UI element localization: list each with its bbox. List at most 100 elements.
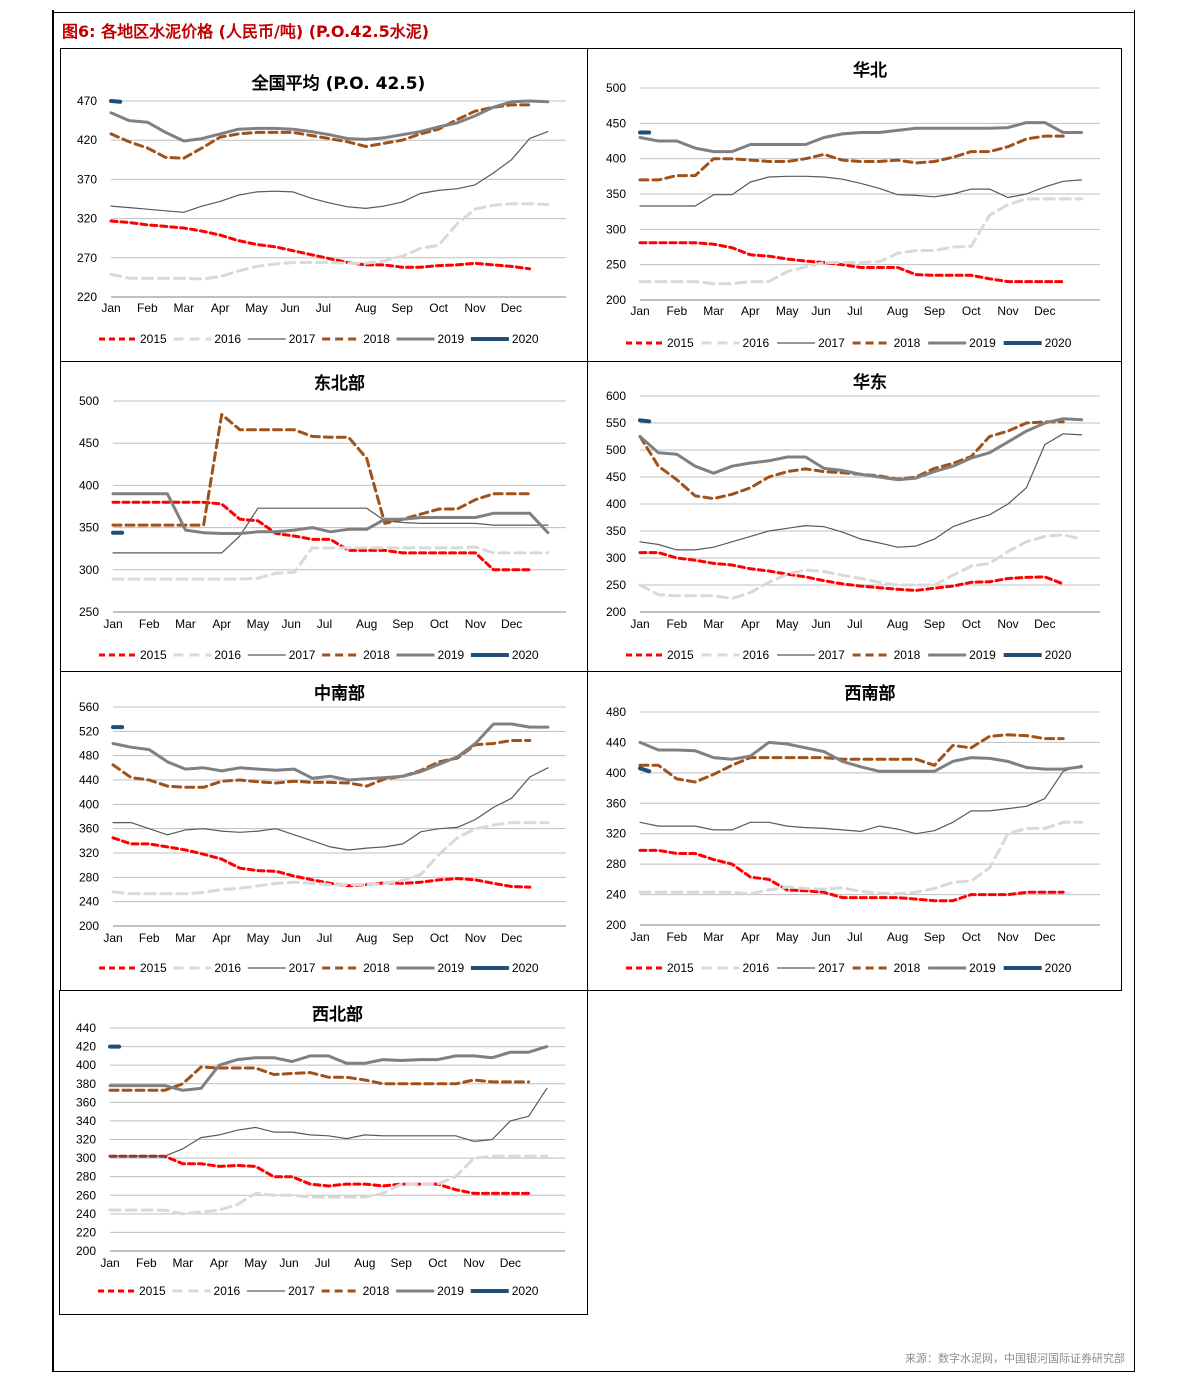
legend-label: 2020 [1045,648,1072,662]
x-tick-label: May [776,304,799,318]
series-line-2015 [638,848,1065,903]
series-line-2019 [111,492,550,535]
x-tick-label: Sep [392,617,414,631]
source-note: 来源：数字水泥网，中国银河国际证券研究部 [905,1352,1125,1365]
x-tick-label: May [247,617,270,631]
x-tick-label: Dec [501,617,522,631]
y-tick-label: 480 [79,749,99,763]
chart-panel-central-south: 中南部 200 240 280 320 360 400 440 480 520 560 Jan Feb M… [60,671,588,991]
y-tick-label: 450 [606,116,626,130]
x-tick-label: May [247,931,270,945]
series-line-2019 [638,740,1084,773]
legend-label: 2015 [667,961,694,975]
series-line-2016 [108,1154,549,1216]
series-line-2017 [639,433,1083,551]
legend-item-2019: 2019 [928,961,996,975]
series-line-2015 [108,1154,531,1195]
legend-item-2020: 2020 [470,961,539,975]
series-line-2017 [112,507,549,554]
legend-label: 2015 [140,961,167,975]
y-tick-label: 440 [76,1021,96,1035]
x-tick-label: Jun [811,304,830,318]
x-tick-label: Aug [356,617,377,631]
x-tick-label: Jan [103,931,122,945]
x-tick-label: Oct [962,930,981,944]
series-line-2016 [638,533,1084,600]
y-tick-label: 550 [606,416,626,430]
x-tick-label: Jul [847,304,862,318]
chart-title: 华东 [853,372,887,393]
y-tick-label: 200 [76,1244,96,1258]
chart-svg: 全国平均 (P.O. 42.5) 220 270 320 370 420 470 Jan Feb… [77,73,566,346]
y-tick-label: 200 [606,293,626,307]
legend-label: 2018 [894,961,921,975]
y-tick-label: 200 [606,605,626,619]
series-line-2016 [109,202,550,281]
series-line-2018 [638,420,1065,501]
x-tick-label: Jan [630,304,649,318]
x-tick-label: Jul [315,1256,330,1270]
y-tick-label: 240 [79,895,99,909]
series-line-2020 [638,766,652,774]
x-tick-label: Aug [887,617,908,631]
series-line-2015 [109,219,532,271]
y-tick-label: 360 [79,822,99,836]
x-tick-label: Nov [997,617,1018,631]
legend-item-2016: 2016 [173,648,241,662]
legend-label: 2018 [363,648,390,662]
series-line-2016 [638,197,1084,286]
y-tick-label: 220 [77,290,97,304]
chart-panel-northeast: 东北部 250 300 350 400 450 500 Jan Feb Mar Apr May Jun J… [60,361,588,672]
legend-item-2020: 2020 [470,1284,539,1298]
x-tick-label: Dec [1034,930,1055,944]
x-tick-label: Nov [463,1256,484,1270]
legend-label: 2015 [667,336,694,350]
legend-label: 2017 [818,961,845,975]
legend-label: 2019 [969,648,996,662]
series-line-2017 [112,767,549,851]
legend-label: 2015 [140,648,167,662]
series-line-2019 [638,121,1084,154]
y-tick-label: 420 [77,133,97,147]
x-tick-label: Sep [924,304,946,318]
legend-item-2015: 2015 [98,1284,166,1298]
x-tick-label: Oct [428,1256,447,1270]
x-tick-label: Feb [139,931,160,945]
legend-item-2016: 2016 [173,332,241,346]
legend-label: 2016 [214,332,241,346]
x-tick-label: Mar [703,617,724,631]
x-tick-label: Dec [501,301,522,315]
x-tick-label: Oct [429,301,448,315]
x-tick-label: Nov [464,301,485,315]
legend-label: 2018 [894,648,921,662]
legend-item-2016: 2016 [173,961,241,975]
y-tick-label: 350 [606,524,626,538]
legend-item-2018: 2018 [852,648,921,662]
legend-item-2019: 2019 [396,961,465,975]
y-tick-label: 560 [79,700,99,714]
series-line-2018 [109,103,532,160]
y-tick-label: 320 [77,212,97,226]
legend-item-2018: 2018 [322,648,390,662]
legend-item-2017: 2017 [777,961,845,975]
chart-title: 华北 [853,60,887,81]
chart-svg: 华东 200 250 300 350 400 450 500 550 600 Jan Feb Mar Ap… [606,372,1100,662]
x-tick-label: Apr [211,301,230,315]
legend-item-2016: 2016 [701,336,770,350]
legend-label: 2016 [743,336,770,350]
x-tick-label: Mar [703,304,724,318]
legend-item-2015: 2015 [626,648,694,662]
y-tick-label: 200 [606,918,626,932]
x-tick-label: Nov [997,930,1018,944]
legend-label: 2019 [438,648,465,662]
x-tick-label: Nov [465,617,486,631]
x-tick-label: Feb [136,1256,157,1270]
legend-item-2017: 2017 [247,1284,315,1298]
y-tick-label: 280 [76,1170,96,1184]
legend-item-2018: 2018 [321,1284,390,1298]
legend-item-2016: 2016 [701,961,770,975]
y-tick-label: 320 [606,827,626,841]
legend-item-2018: 2018 [322,332,390,346]
x-tick-label: Apr [212,617,231,631]
chart-title: 西南部 [845,683,896,704]
